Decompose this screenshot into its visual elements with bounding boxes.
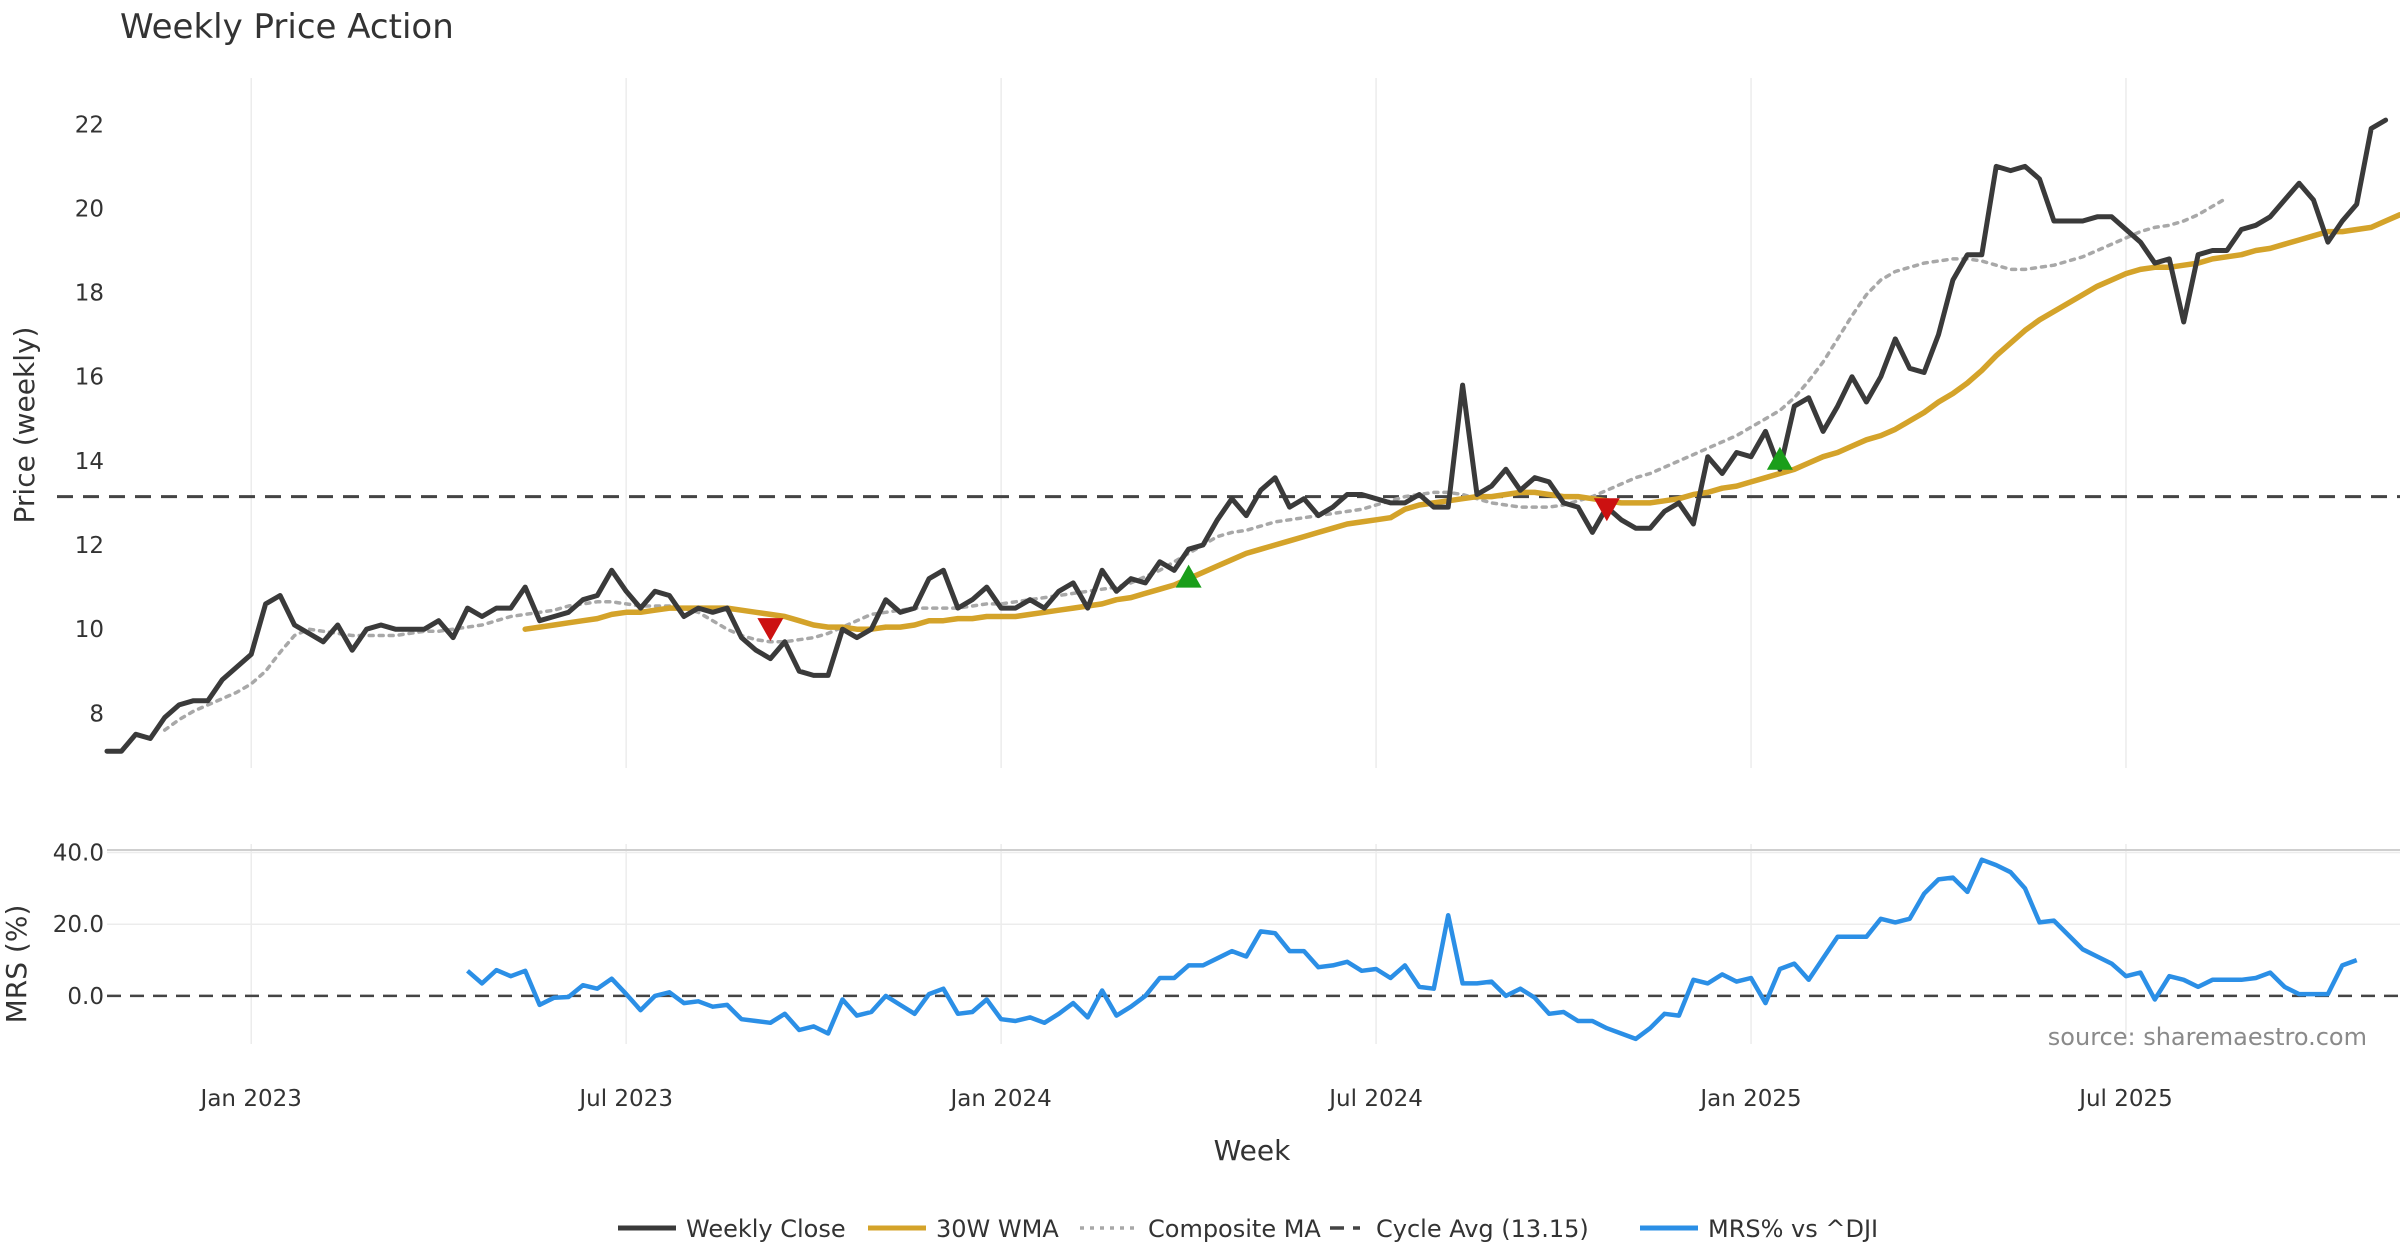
x-tick-label: Jan 2025 bbox=[1698, 1086, 1801, 1112]
price-y-tick-label: 10 bbox=[75, 617, 104, 643]
x-tick-label: Jul 2023 bbox=[577, 1086, 673, 1112]
mrs-y-tick-label: 40.0 bbox=[53, 841, 104, 867]
mrs-panel: 0.0 20.0 40.0 bbox=[53, 841, 2400, 1044]
x-tick-label: Jan 2023 bbox=[199, 1086, 302, 1112]
legend-item: 30W WMA bbox=[868, 1215, 1059, 1243]
legend-item: Composite MA bbox=[1080, 1215, 1321, 1243]
buy-signal-marker bbox=[1175, 564, 1202, 588]
x-tick-label: Jul 2024 bbox=[1327, 1086, 1423, 1112]
buy-signal-marker bbox=[1766, 446, 1793, 470]
price-y-tick-label: 8 bbox=[89, 701, 104, 727]
price-y-tick-label: 18 bbox=[75, 281, 104, 307]
sell-signal-marker bbox=[757, 618, 784, 642]
x-axis-title: Week bbox=[1214, 1134, 1291, 1167]
price-y-axis-title: Price (weekly) bbox=[8, 327, 41, 524]
price-y-tick-label: 22 bbox=[75, 112, 104, 138]
price-y-tick-label: 12 bbox=[75, 533, 104, 559]
x-tick-label: Jan 2024 bbox=[948, 1086, 1051, 1112]
composite-ma-line bbox=[162, 196, 2229, 732]
price-y-tick-label: 20 bbox=[75, 196, 104, 222]
mrs-y-tick-label: 20.0 bbox=[53, 912, 104, 938]
legend-label: 30W WMA bbox=[936, 1215, 1059, 1243]
legend-item: Weekly Close bbox=[618, 1215, 846, 1243]
sell-signal-marker bbox=[1593, 498, 1620, 522]
x-tick-label: Jul 2025 bbox=[2077, 1086, 2173, 1112]
legend: Weekly Close 30W WMA Composite MA Cycle Avg… bbox=[618, 1215, 1878, 1243]
price-panel: 8 10 12 14 16 18 20 22 bbox=[57, 78, 2400, 768]
legend-label: Weekly Close bbox=[686, 1215, 846, 1243]
source-note: source: sharemaestro.com bbox=[2048, 1023, 2367, 1051]
price-y-tick-label: 16 bbox=[75, 365, 104, 391]
price-y-tick-label: 14 bbox=[75, 449, 104, 475]
mrs-y-tick-label: 0.0 bbox=[67, 984, 104, 1010]
legend-label: MRS% vs ^DJI bbox=[1708, 1215, 1878, 1243]
legend-label: Cycle Avg (13.15) bbox=[1376, 1215, 1589, 1243]
legend-label: Composite MA bbox=[1148, 1215, 1321, 1243]
chart-title: Weekly Price Action bbox=[120, 7, 454, 47]
mrs-line bbox=[466, 857, 2358, 1042]
legend-item: Cycle Avg (13.15) bbox=[1330, 1215, 1589, 1243]
weekly-close-line bbox=[104, 117, 2389, 754]
wma-30w-line bbox=[522, 211, 2400, 632]
legend-item: MRS% vs ^DJI bbox=[1640, 1215, 1878, 1243]
mrs-y-axis-title: MRS (%) bbox=[0, 905, 33, 1024]
